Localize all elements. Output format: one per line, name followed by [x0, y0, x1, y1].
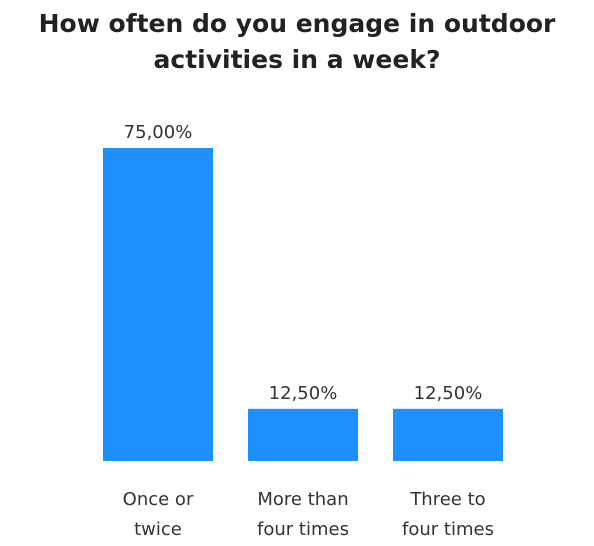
category-label-3-line-1: Three to — [409, 489, 485, 510]
data-label-1: 75,00% — [124, 122, 193, 143]
chart-title: How often do you engage in outdoor activ… — [0, 6, 594, 78]
data-label-3: 12,50% — [414, 383, 483, 404]
bar-3 — [393, 408, 503, 461]
bar-2 — [248, 408, 358, 461]
data-label-2: 12,50% — [269, 383, 338, 404]
bar-1 — [103, 148, 213, 461]
category-label-3-line-2: four times — [402, 519, 494, 540]
category-label-2-line-2: four times — [257, 519, 349, 540]
chart-title-line-1: How often do you engage in outdoor — [38, 9, 556, 38]
chart-title-line-2: activities in a week? — [153, 45, 441, 74]
category-label-2-line-1: More than — [257, 489, 348, 510]
category-label-1-line-2: twice — [134, 519, 182, 540]
category-label-1-line-1: Once or — [123, 489, 194, 510]
